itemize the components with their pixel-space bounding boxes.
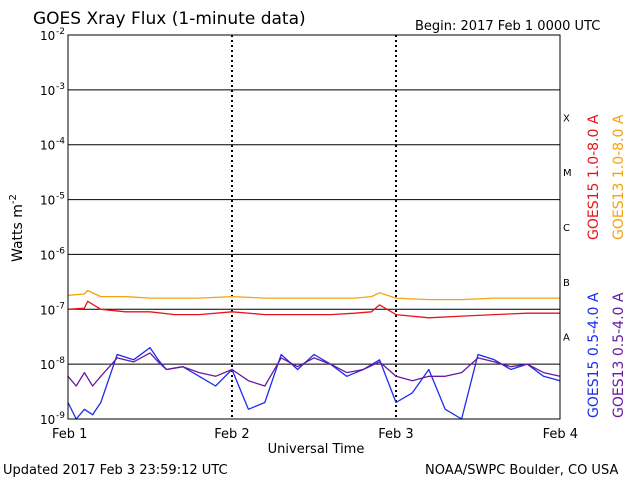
x-tick-label: Feb 3 bbox=[378, 427, 413, 442]
plot-area bbox=[68, 35, 560, 419]
y-tick-exponent: -2 bbox=[56, 27, 65, 37]
y-tick-exponent: -8 bbox=[56, 356, 65, 366]
credit-text: NOAA/SWPC Boulder, CO USA bbox=[425, 463, 618, 478]
flare-class-label: X bbox=[563, 113, 570, 124]
y-tick-exponent: -7 bbox=[56, 301, 65, 311]
flare-class-label: C bbox=[563, 223, 570, 234]
flare-class-label: M bbox=[563, 168, 572, 179]
x-axis-label: Universal Time bbox=[268, 442, 365, 457]
x-tick-label: Feb 2 bbox=[214, 427, 249, 442]
chart-title: GOES Xray Flux (1-minute data) bbox=[33, 9, 306, 29]
x-tick-labels: Feb 1 Feb 2 Feb 3 Feb 4 bbox=[52, 427, 578, 442]
begin-timestamp: Begin: 2017 Feb 1 0000 UTC bbox=[415, 19, 600, 34]
y-tick-label: 10 bbox=[40, 248, 55, 262]
y-axis-label: Watts m-2 bbox=[8, 194, 26, 262]
series-line-0 bbox=[67, 300, 560, 319]
y-tick-label: 10 bbox=[40, 303, 55, 317]
y-axis-label-superscript: -2 bbox=[8, 194, 19, 204]
flare-class-labels: X M C B A bbox=[563, 113, 572, 343]
legend: GOES15 1.0-8.0 A GOES13 1.0-8.0 A GOES15 0… bbox=[586, 114, 627, 418]
y-tick-exponent: -9 bbox=[56, 411, 65, 421]
y-tick-labels: 10-210-310-410-510-610-710-810-9 bbox=[40, 27, 65, 427]
legend-entry: GOES15 0.5-4.0 A bbox=[586, 292, 602, 418]
x-tick-label: Feb 1 bbox=[52, 427, 87, 442]
legend-entry: GOES13 1.0-8.0 A bbox=[611, 114, 627, 240]
legend-entry: GOES13 0.5-4.0 A bbox=[611, 292, 627, 418]
legend-entry: GOES15 1.0-8.0 A bbox=[586, 114, 602, 240]
series-line-3 bbox=[67, 352, 561, 387]
y-axis-label-base: Watts m bbox=[10, 204, 26, 262]
series-layer bbox=[67, 289, 561, 420]
y-tick-label: 10 bbox=[40, 194, 55, 208]
y-tick-label: 10 bbox=[40, 413, 55, 427]
y-tick-label: 10 bbox=[40, 139, 55, 153]
y-tick-exponent: -3 bbox=[56, 82, 65, 92]
y-tick-label: 10 bbox=[40, 358, 55, 372]
y-tick-exponent: -6 bbox=[56, 246, 65, 256]
x-tick-label: Feb 4 bbox=[543, 427, 578, 442]
flare-class-label: A bbox=[563, 333, 570, 344]
y-tick-exponent: -5 bbox=[56, 192, 65, 202]
plot-frame bbox=[67, 34, 561, 420]
series-line-1 bbox=[67, 289, 560, 301]
y-tick-exponent: -4 bbox=[56, 137, 65, 147]
updated-timestamp: Updated 2017 Feb 3 23:59:12 UTC bbox=[3, 463, 228, 478]
y-axis-label-text: Watts m-2 bbox=[8, 194, 26, 262]
y-tick-label: 10 bbox=[40, 84, 55, 98]
flare-class-label: B bbox=[563, 278, 570, 289]
grid-layer bbox=[68, 34, 560, 420]
y-tick-label: 10 bbox=[40, 29, 55, 43]
